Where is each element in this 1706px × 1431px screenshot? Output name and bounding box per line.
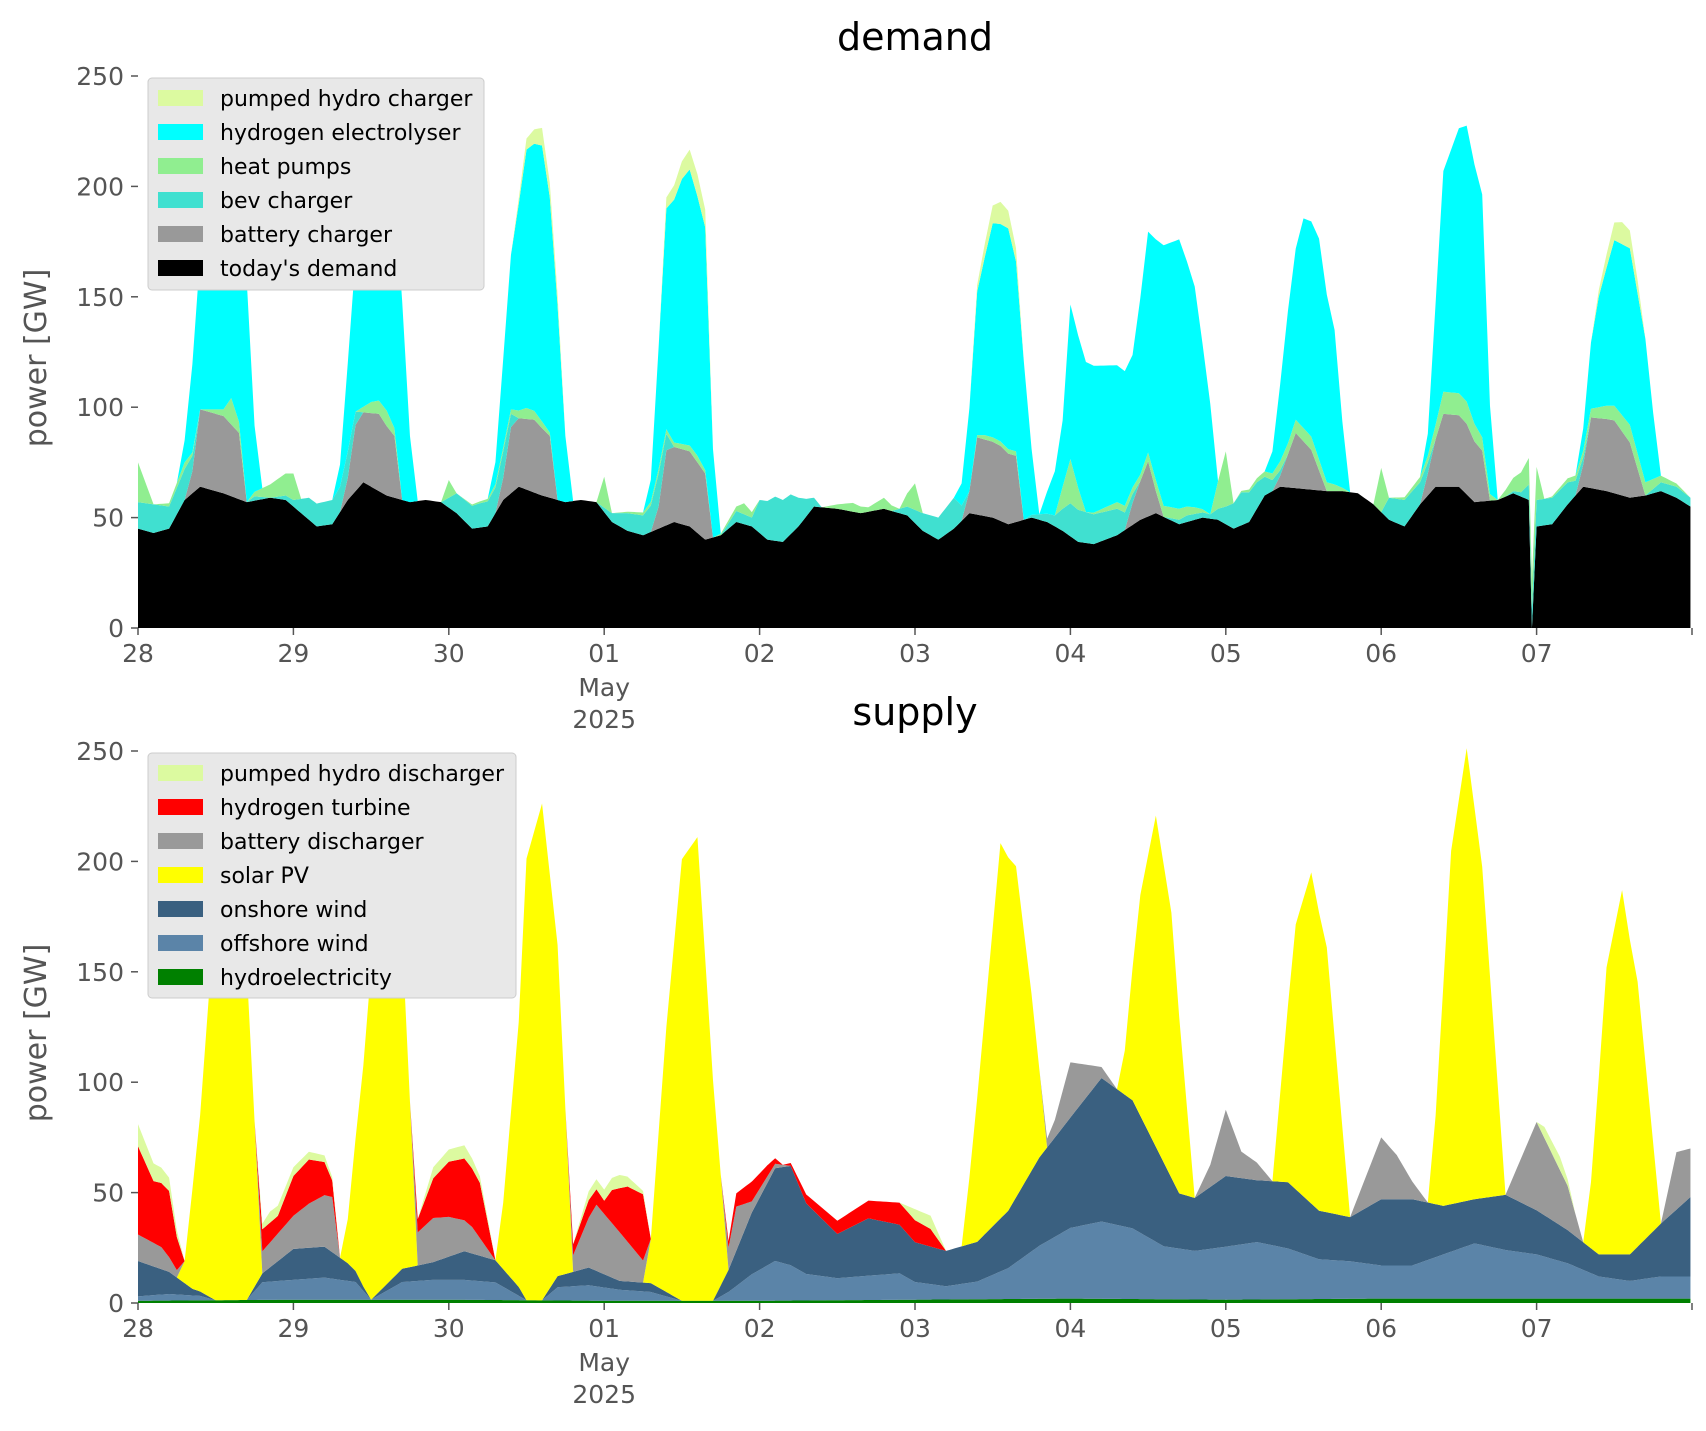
- legend-label: today's demand: [220, 257, 397, 282]
- x-tick-label: 29: [277, 1314, 309, 1343]
- area-today-s-demand: [138, 482, 1691, 628]
- area-battery-discharger: [138, 748, 1691, 1283]
- area-bev-charger: [138, 409, 1691, 628]
- legend-label: hydrogen turbine: [220, 796, 411, 821]
- legend-box: [147, 77, 485, 291]
- area-solar-pv: [138, 748, 1691, 1301]
- area-onshore-wind: [138, 1078, 1691, 1301]
- chart-title: demand: [837, 15, 993, 59]
- legend-label: offshore wind: [220, 932, 369, 957]
- legend-label: solar PV: [220, 864, 309, 889]
- legend: pumped hydro discharger hydrogen turbine b…: [147, 752, 517, 999]
- x-sublabel: May: [578, 673, 630, 702]
- x-sublabel: 2025: [572, 1380, 636, 1409]
- y-tick-label: 150: [76, 958, 124, 987]
- legend-swatch: [158, 867, 203, 883]
- x-tick-label: 04: [1054, 639, 1086, 668]
- x-tick-label: 01: [588, 639, 620, 668]
- x-tick-label: 01: [588, 1314, 620, 1343]
- y-tick-label: 200: [76, 847, 124, 876]
- y-tick-label: 250: [76, 62, 124, 91]
- legend-swatch: [158, 260, 203, 276]
- x-tick-label: 03: [899, 1314, 931, 1343]
- y-tick-label: 200: [76, 172, 124, 201]
- legend-label: onshore wind: [220, 898, 367, 923]
- legend-swatch: [158, 124, 203, 140]
- area-hydroelectricity: [138, 1298, 1691, 1303]
- legend-label: heat pumps: [220, 155, 351, 180]
- y-tick-label: 250: [76, 737, 124, 766]
- legend-swatch: [158, 226, 203, 242]
- legend-label: bev charger: [220, 189, 353, 214]
- area-heat-pumps: [138, 391, 1691, 609]
- y-tick-label: 0: [108, 1289, 124, 1318]
- x-tick-label: 28: [122, 1314, 154, 1343]
- legend-swatch: [158, 901, 203, 917]
- chart-title: supply: [852, 690, 977, 734]
- legend-swatch: [158, 158, 203, 174]
- legend-box: [147, 752, 517, 999]
- x-tick-label: 07: [1521, 639, 1553, 668]
- axes: 0 50 100 150 200 250 28 29 30 01 02 03 04 05 06 07 May 20…: [76, 737, 1693, 1409]
- legend-swatch: [158, 192, 203, 208]
- legend-label: hydrogen electrolyser: [220, 121, 461, 146]
- legend-swatch: [158, 935, 203, 951]
- y-tick-label: 150: [76, 283, 124, 312]
- y-axis-label: power [GW]: [19, 269, 54, 448]
- x-tick-label: 06: [1365, 639, 1397, 668]
- x-tick-label: 04: [1054, 1314, 1086, 1343]
- demand-chart: demand 0 50 100 150 200 250 28 29 30 01 02 03 04 05 06…: [19, 15, 1693, 734]
- legend-label: battery charger: [220, 223, 393, 248]
- y-tick-label: 50: [92, 1179, 124, 1208]
- x-tick-label: 28: [122, 639, 154, 668]
- legend-label: battery discharger: [220, 830, 425, 855]
- x-tick-label: 29: [277, 639, 309, 668]
- area-offshore-wind: [138, 1221, 1691, 1301]
- x-tick-label: 30: [433, 1314, 465, 1343]
- legend-swatch: [158, 833, 203, 849]
- area-hydrogen-electrolyser: [138, 110, 1691, 579]
- area-battery-charger: [138, 409, 1691, 628]
- y-tick-label: 50: [92, 504, 124, 533]
- x-tick-label: 02: [744, 639, 776, 668]
- x-sublabel: May: [578, 1348, 630, 1377]
- y-tick-label: 0: [108, 614, 124, 643]
- legend: pumped hydro charger hydrogen electrolyse…: [147, 77, 485, 291]
- x-sublabel: 2025: [572, 705, 636, 734]
- x-tick-label: 02: [744, 1314, 776, 1343]
- x-tick-label: 07: [1521, 1314, 1553, 1343]
- x-tick-label: 06: [1365, 1314, 1397, 1343]
- axes: 0 50 100 150 200 250 28 29 30 01 02 03 04 05 06 07 May 20…: [76, 62, 1693, 734]
- plot-area: [138, 748, 1691, 1303]
- legend-swatch: [158, 799, 203, 815]
- legend-label: pumped hydro discharger: [220, 762, 505, 787]
- x-tick-label: 05: [1210, 639, 1242, 668]
- legend-swatch: [158, 765, 203, 781]
- y-tick-label: 100: [76, 393, 124, 422]
- plot-area: [138, 88, 1691, 628]
- x-tick-label: 30: [433, 639, 465, 668]
- legend-swatch: [158, 969, 203, 985]
- y-axis-label: power [GW]: [19, 944, 54, 1123]
- y-tick-label: 100: [76, 1068, 124, 1097]
- x-tick-label: 03: [899, 639, 931, 668]
- legend-label: pumped hydro charger: [220, 87, 473, 112]
- x-tick-label: 05: [1210, 1314, 1242, 1343]
- legend-label: hydroelectricity: [220, 966, 392, 991]
- legend-swatch: [158, 90, 203, 106]
- supply-chart: supply 0 50 100 150 200 250 28 29 30 01 02 03 04 05 06…: [19, 690, 1693, 1409]
